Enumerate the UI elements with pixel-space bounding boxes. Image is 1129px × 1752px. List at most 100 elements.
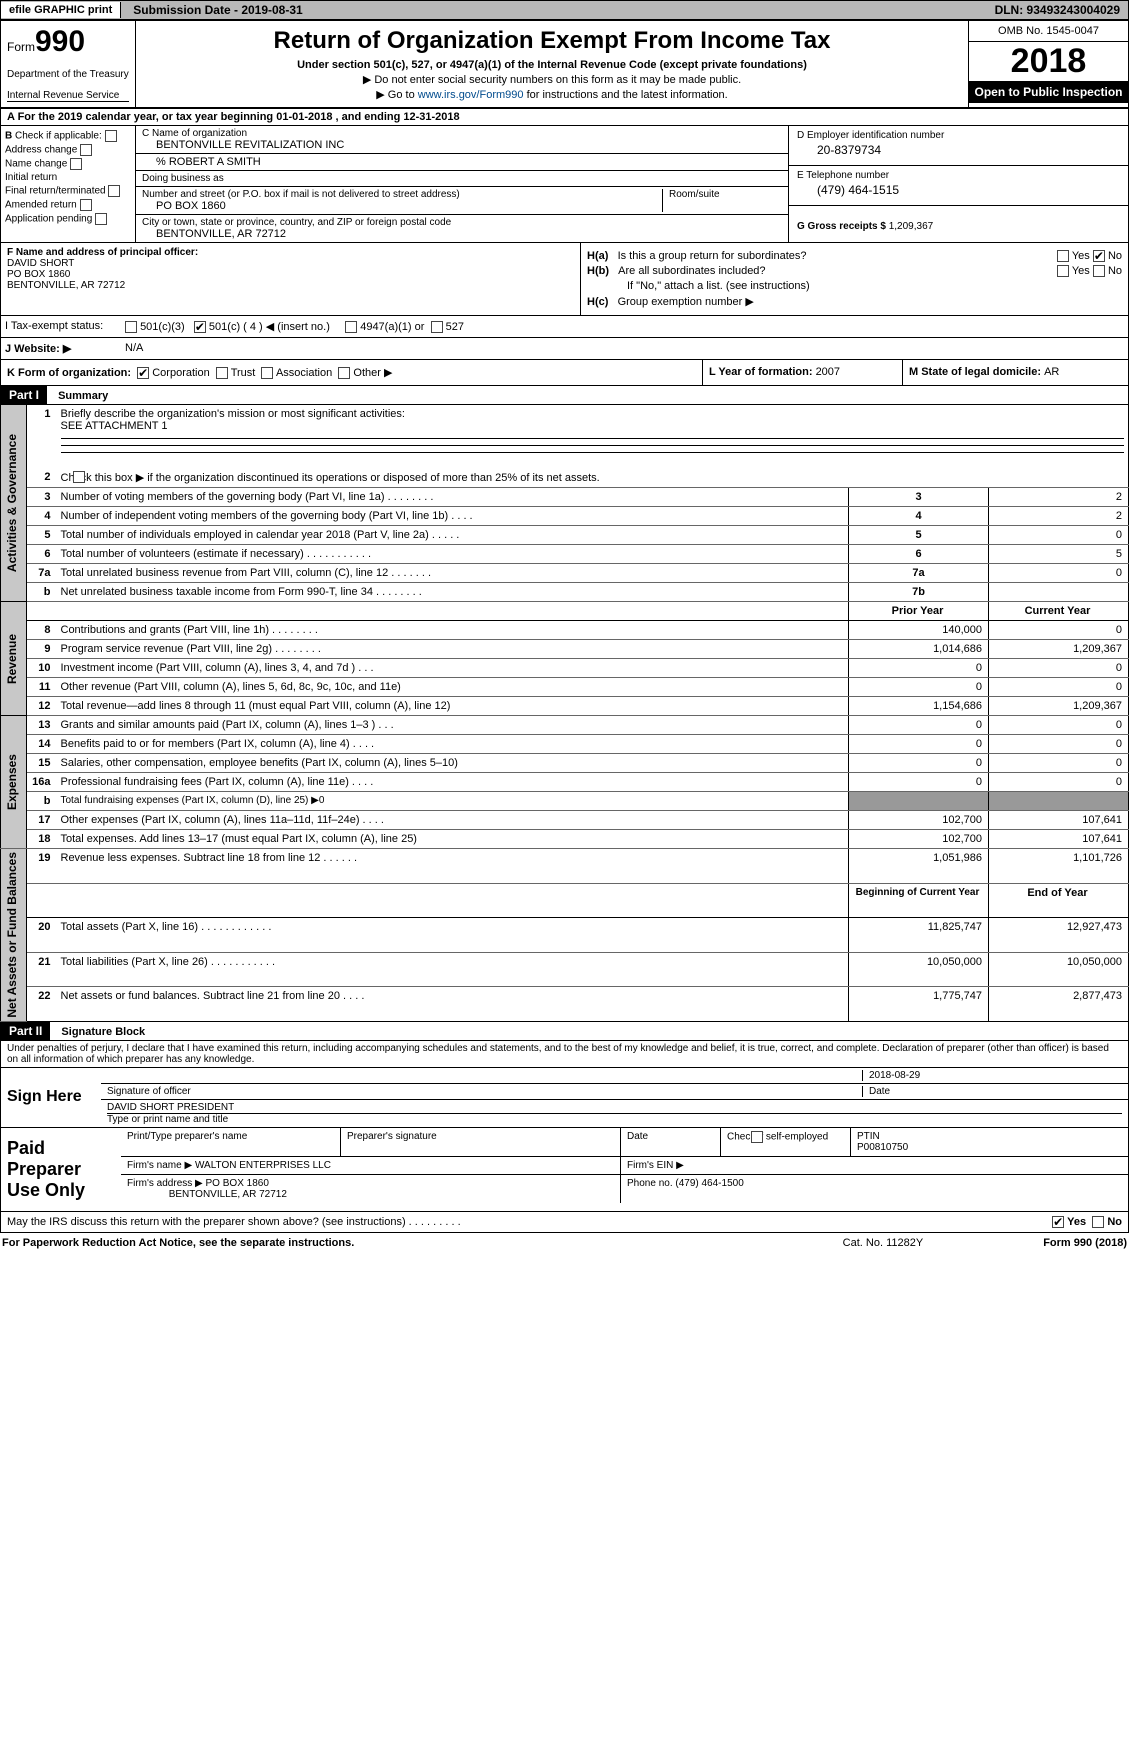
col-b-head: B: [5, 131, 12, 142]
hb-yes[interactable]: [1057, 265, 1069, 277]
sign-cells: 2018-08-29 Signature of officer Date DAV…: [101, 1068, 1128, 1127]
v4: 2: [989, 507, 1129, 526]
chk-address[interactable]: [105, 130, 117, 142]
chk-amended[interactable]: [80, 199, 92, 211]
p22: 1,775,747: [849, 987, 989, 1022]
submission-date: Submission Date - 2019-08-31: [121, 1, 314, 19]
col-d: D Employer identification number 20-8379…: [788, 126, 1128, 242]
side-net: Net Assets or Fund Balances: [1, 849, 27, 1022]
header-left: Form990 Department of the Treasury Inter…: [1, 21, 136, 107]
c9: 1,209,367: [989, 640, 1129, 659]
paid-cells: Print/Type preparer's name Preparer's si…: [121, 1128, 1128, 1211]
line8: Contributions and grants (Part VIII, lin…: [57, 621, 849, 640]
p15: 0: [849, 754, 989, 773]
dept-2: Internal Revenue Service: [7, 90, 129, 102]
summary-table: Activities & Governance 1 Briefly descri…: [0, 405, 1129, 1022]
firm-addr1: PO BOX 1860: [206, 1178, 269, 1189]
ha-no[interactable]: [1093, 250, 1105, 262]
line14: Benefits paid to or for members (Part IX…: [57, 735, 849, 754]
line21: Total liabilities (Part X, line 26) . . …: [57, 952, 849, 987]
irs-link[interactable]: www.irs.gov/Form990: [418, 89, 524, 101]
p16a: 0: [849, 773, 989, 792]
chk-pending[interactable]: [95, 213, 107, 225]
chk-4947[interactable]: [345, 321, 357, 333]
chk-trust[interactable]: [216, 367, 228, 379]
discuss-no[interactable]: [1092, 1216, 1104, 1228]
c17: 107,641: [989, 811, 1129, 830]
city-label: City or town, state or province, country…: [142, 217, 782, 228]
p10: 0: [849, 659, 989, 678]
discuss-opts: Yes No: [1052, 1216, 1122, 1228]
part2-head: Part II: [1, 1022, 50, 1040]
m-state: M State of legal domicile: AR: [902, 360, 1128, 385]
p20: 11,825,747: [849, 918, 989, 953]
chk-assoc[interactable]: [261, 367, 273, 379]
b-name: Name change: [5, 158, 131, 170]
perjury-text: Under penalties of perjury, I declare th…: [0, 1041, 1129, 1068]
ph1: Print/Type preparer's name: [121, 1128, 341, 1156]
ha-yes[interactable]: [1057, 250, 1069, 262]
line2: Check this box ▶ if the organization dis…: [57, 468, 1129, 488]
hdr-prior: Prior Year: [849, 602, 989, 621]
ph4: Check if self-employed: [721, 1128, 851, 1156]
n6: 6: [27, 545, 57, 564]
n11: 11: [27, 678, 57, 697]
side-rev: Revenue: [1, 602, 27, 716]
line19: Revenue less expenses. Subtract line 18 …: [57, 849, 849, 884]
sign-date: 2018-08-29: [862, 1070, 1122, 1081]
chk-name[interactable]: [80, 144, 92, 156]
chk-corp[interactable]: [137, 367, 149, 379]
header-block: Form990 Department of the Treasury Inter…: [0, 20, 1129, 108]
officer-street: PO BOX 1860: [7, 269, 574, 280]
n3: 3: [27, 488, 57, 507]
n14: 14: [27, 735, 57, 754]
sign-line-1: 2018-08-29: [101, 1068, 1128, 1084]
p14: 0: [849, 735, 989, 754]
footer: For Paperwork Reduction Act Notice, see …: [0, 1233, 1129, 1253]
form-title: Return of Organization Exempt From Incom…: [142, 27, 962, 55]
c13: 0: [989, 716, 1129, 735]
col-b: B Check if applicable: Address change Na…: [1, 126, 136, 242]
chk-discontinued[interactable]: [73, 471, 85, 483]
city: BENTONVILLE, AR 72712: [142, 228, 782, 240]
c8: 0: [989, 621, 1129, 640]
b-address: Address change: [5, 144, 131, 156]
line20: Total assets (Part X, line 16) . . . . .…: [57, 918, 849, 953]
chk-527[interactable]: [431, 321, 443, 333]
chk-final[interactable]: [108, 185, 120, 197]
chk-501c[interactable]: [194, 321, 206, 333]
c16b: [989, 792, 1129, 811]
line7b: Net unrelated business taxable income fr…: [57, 583, 849, 602]
chk-other[interactable]: [338, 367, 350, 379]
n17: 17: [27, 811, 57, 830]
sig-label: Signature of officer: [107, 1086, 862, 1097]
efile-label: efile GRAPHIC print: [1, 2, 121, 18]
paid-firm: Firm's name ▶ WALTON ENTERPRISES LLC Fir…: [121, 1157, 1128, 1175]
k-org: K Form of organization: Corporation Trus…: [1, 360, 702, 385]
chk-501c3[interactable]: [125, 321, 137, 333]
line6: Total number of volunteers (estimate if …: [57, 545, 849, 564]
paid-addr: Firm's address ▶ PO BOX 1860 BENTONVILLE…: [121, 1175, 1128, 1203]
top-bar: efile GRAPHIC print Submission Date - 20…: [0, 0, 1129, 20]
n15: 15: [27, 754, 57, 773]
i-opts: 501(c)(3) 501(c) ( 4 ) ◀ (insert no.) 49…: [121, 316, 1128, 337]
part2-title: Signature Block: [53, 1024, 153, 1040]
d-ein: D Employer identification number 20-8379…: [789, 126, 1128, 166]
line22: Net assets or fund balances. Subtract li…: [57, 987, 849, 1022]
b-pending: Application pending: [5, 213, 131, 225]
room-label: Room/suite: [662, 189, 782, 212]
c10: 0: [989, 659, 1129, 678]
signer-name: DAVID SHORT PRESIDENT Type or print name…: [107, 1102, 1122, 1125]
omb-no: OMB No. 1545-0047: [969, 21, 1128, 42]
sign-label: Sign Here: [1, 1068, 101, 1127]
n9: 9: [27, 640, 57, 659]
part1-title: Summary: [50, 388, 116, 404]
chk-initial[interactable]: [70, 158, 82, 170]
hb: H(b) Are all subordinates included? Yes …: [587, 265, 1122, 277]
line4: Number of independent voting members of …: [57, 507, 849, 526]
chk-selfemp[interactable]: [751, 1131, 763, 1143]
hb-no[interactable]: [1093, 265, 1105, 277]
hc: H(c) Group exemption number ▶: [587, 295, 1122, 308]
discuss-yes[interactable]: [1052, 1216, 1064, 1228]
n21: 21: [27, 952, 57, 987]
